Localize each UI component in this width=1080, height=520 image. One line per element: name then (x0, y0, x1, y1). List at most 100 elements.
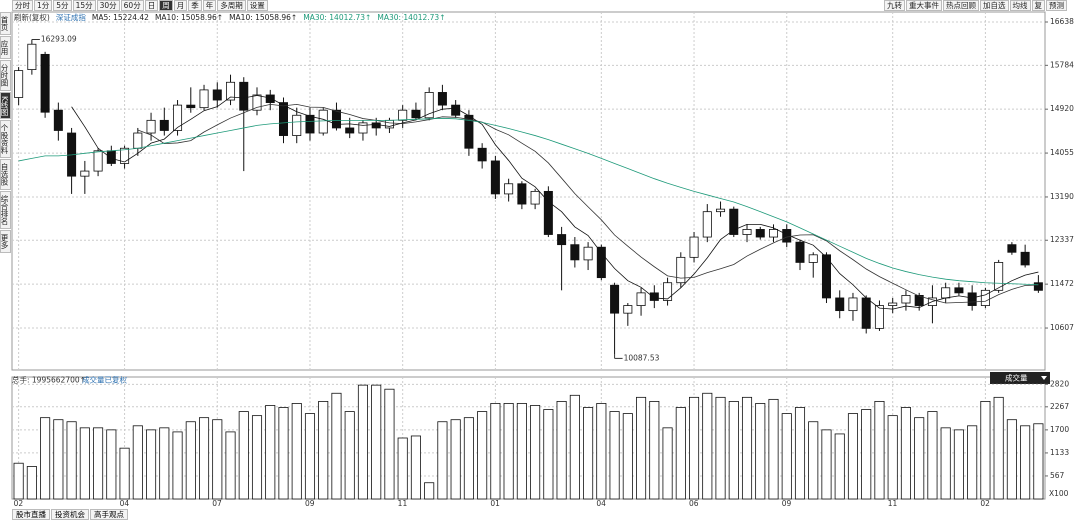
x-tick-label: 06 (689, 499, 699, 508)
candle-body (517, 183, 527, 205)
candle-body (821, 254, 831, 299)
candle-body (570, 244, 580, 261)
volume-bar (847, 413, 859, 500)
bottom-tab[interactable]: 高手观点 (90, 509, 128, 520)
volume-bar (741, 396, 753, 500)
candle-body (941, 287, 951, 299)
volume-bar (225, 431, 236, 500)
period-button[interactable]: 分时 (12, 0, 33, 11)
period-button[interactable]: 日 (144, 0, 159, 11)
candle-body (80, 170, 90, 177)
candle-body (663, 282, 673, 301)
volume-bar (980, 400, 991, 500)
volume-bar (26, 466, 37, 500)
volume-bar (583, 407, 594, 500)
volume-bar (675, 407, 686, 500)
volume-bar (516, 403, 527, 500)
tool-button[interactable]: 热点回顾 (943, 0, 979, 11)
legend-entry: MA5: 15224.42 (92, 13, 149, 22)
volume-bar (384, 388, 395, 500)
sidebar-tab[interactable]: 应用 (0, 36, 11, 59)
legend-entry: MA10: 15058.96↑ (229, 13, 297, 22)
y-tick-label: 15784 (1050, 60, 1074, 69)
candle-body (967, 292, 977, 306)
volume-bar (808, 421, 819, 500)
volume-bar (900, 407, 911, 500)
period-button[interactable]: 多周期 (217, 0, 246, 11)
period-button[interactable]: 年 (202, 0, 217, 11)
volume-bar (146, 429, 157, 500)
volume-bar (344, 411, 355, 500)
sidebar-tab[interactable]: 综合排名 (0, 190, 11, 229)
volume-bar (13, 462, 24, 500)
tool-button[interactable]: 复 (1031, 0, 1045, 11)
tool-button[interactable]: 预测 (1046, 0, 1067, 11)
x-tick-label: 09 (782, 499, 792, 508)
volume-bar (755, 403, 766, 500)
period-button[interactable]: 60分 (120, 0, 144, 11)
sidebar-tab[interactable]: 首页 (0, 12, 11, 35)
period-button[interactable]: 15分 (72, 0, 96, 11)
candle-body (888, 302, 898, 306)
period-button[interactable]: 月 (173, 0, 188, 11)
y-tick-label: 567 (1050, 471, 1065, 480)
volume-bar (490, 403, 501, 500)
ma-line (71, 95, 1039, 310)
volume-bar (53, 419, 64, 500)
period-button[interactable]: 1分 (34, 0, 53, 11)
tool-button[interactable]: 重大事件 (906, 0, 942, 11)
candle-body (980, 289, 990, 306)
candle-body (159, 119, 169, 131)
legend-entry: MA10: 15058.96↑ (155, 13, 223, 22)
candle-body (437, 92, 447, 106)
volume-bar (278, 407, 289, 500)
candle-body (676, 256, 686, 284)
legend-entry: 深证成指 (56, 12, 86, 22)
period-button[interactable]: 30分 (96, 0, 120, 11)
sidebar-tab[interactable]: 个股资料 (0, 120, 11, 159)
tool-button[interactable]: 均线 (1009, 0, 1031, 11)
volume-bar (251, 415, 263, 500)
volume-bar (66, 421, 77, 500)
candle-body (769, 229, 779, 238)
candle-body (305, 114, 315, 134)
candle-body (1020, 251, 1030, 266)
period-button[interactable]: 5分 (53, 0, 72, 11)
dropdown-arrow[interactable] (1041, 376, 1047, 380)
candle-body (636, 292, 646, 306)
period-button[interactable]: 设置 (246, 0, 268, 11)
dropdown-label[interactable]: 成交量 (1005, 373, 1028, 383)
volume-note: 成交量已复权 (82, 375, 127, 385)
candle-body (914, 295, 924, 306)
volume-bar (159, 427, 170, 500)
sidebar-tab[interactable]: K线图 (0, 91, 11, 120)
candle-body (186, 104, 196, 109)
sidebar-tab[interactable]: 更多 (0, 229, 11, 253)
sidebar-tab[interactable]: 分时图 (0, 60, 11, 91)
period-button[interactable]: 季 (188, 0, 202, 11)
bottom-tab[interactable]: 股市直播 (12, 509, 50, 520)
price-panel (11, 11, 1046, 371)
volume-panel (11, 376, 1046, 500)
volume-bar (596, 403, 607, 500)
candle-body (106, 150, 116, 164)
bottom-tab[interactable]: 投资机会 (51, 509, 89, 520)
tool-button[interactable]: 加自选 (980, 0, 1009, 11)
indicator-dropdown[interactable] (990, 372, 1050, 384)
volume-bar (371, 384, 382, 500)
volume-bar (927, 411, 938, 500)
volume-bar (463, 417, 474, 500)
period-button[interactable]: 周 (159, 0, 173, 11)
candle-body (782, 229, 792, 243)
candle-body (40, 53, 50, 113)
tool-button[interactable]: 九转 (884, 0, 905, 11)
sidebar: 首页 应用 分时图 K线图 个股资料 自选股 综合排名 更多 (0, 12, 11, 254)
ma-line (18, 117, 1039, 286)
sidebar-tab[interactable]: 自选股 (0, 159, 11, 190)
volume-bar (185, 421, 196, 500)
candle-body (226, 81, 236, 101)
candle-body (848, 297, 858, 312)
volume-bar (887, 415, 898, 500)
x-tick-label: 04 (120, 499, 130, 508)
